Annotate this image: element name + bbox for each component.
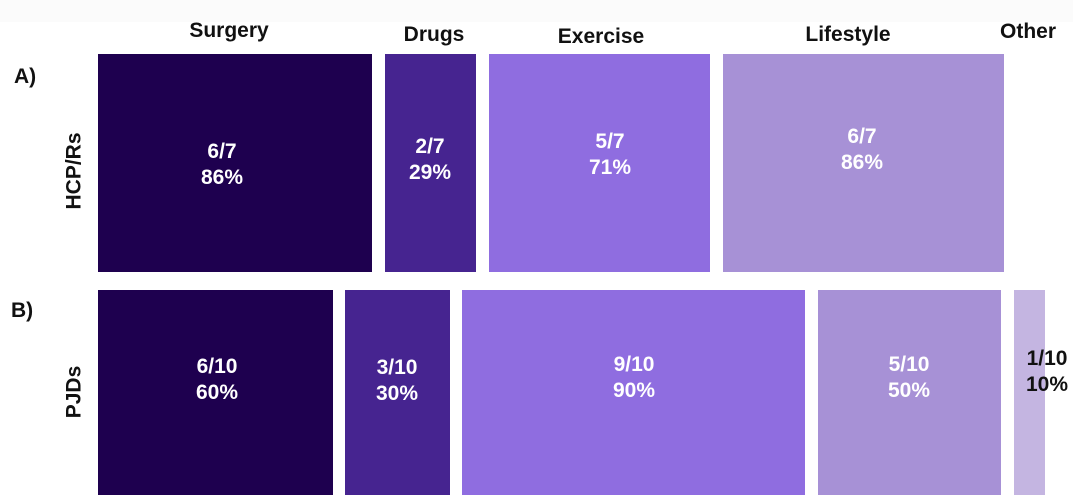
data-label-surgery: 6/10 60% <box>196 354 238 406</box>
panel-a-label: A) <box>14 65 37 88</box>
row-label-pjds: PJDs <box>62 365 86 419</box>
percent-label: 71% <box>588 156 632 179</box>
top-strip <box>0 0 1073 22</box>
percent-label: 90% <box>612 379 656 402</box>
fraction-label: 9/10 <box>613 353 655 376</box>
data-label-drugs: 3/10 30% <box>376 355 418 407</box>
percent-label: 86% <box>840 151 884 174</box>
fraction-label: 6/7 <box>207 140 237 163</box>
data-label-surgery: 6/7 86% <box>201 139 243 191</box>
block-hcprs-lifestyle <box>723 54 1004 272</box>
block-hcprs-exercise <box>489 54 710 272</box>
category-header-drugs: Drugs <box>403 23 465 46</box>
percent-label: 10% <box>1025 373 1069 396</box>
data-label-other: 1/10 10% <box>1026 346 1068 398</box>
panel-b-label: B) <box>11 299 34 322</box>
block-hcprs-drugs <box>385 54 476 272</box>
block-pjds-exercise <box>462 290 805 495</box>
block-pjds-surgery <box>98 290 333 495</box>
fraction-label: 6/7 <box>847 125 877 148</box>
percent-label: 50% <box>887 379 931 402</box>
data-label-drugs: 2/7 29% <box>409 134 451 186</box>
fraction-label: 2/7 <box>415 135 445 158</box>
category-header-lifestyle: Lifestyle <box>805 23 891 46</box>
percent-label: 29% <box>408 161 452 184</box>
percent-label: 60% <box>195 381 239 404</box>
block-pjds-other <box>1014 290 1045 495</box>
fraction-label: 5/7 <box>595 130 625 153</box>
block-hcprs-surgery <box>98 54 372 272</box>
category-header-exercise: Exercise <box>557 25 645 48</box>
percent-label: 86% <box>200 166 244 189</box>
fraction-label: 5/10 <box>888 353 930 376</box>
fraction-label: 3/10 <box>376 356 418 379</box>
fraction-label: 6/10 <box>196 355 238 378</box>
data-label-exercise: 9/10 90% <box>613 352 655 404</box>
block-pjds-lifestyle <box>818 290 1001 495</box>
data-label-exercise: 5/7 71% <box>589 129 631 181</box>
data-label-lifestyle: 5/10 50% <box>888 352 930 404</box>
percent-label: 30% <box>375 382 419 405</box>
category-header-other: Other <box>999 20 1057 43</box>
data-label-lifestyle: 6/7 86% <box>841 124 883 176</box>
category-header-surgery: Surgery <box>189 19 269 42</box>
fraction-label: 1/10 <box>1026 347 1068 370</box>
row-label-hcprs: HCP/Rs <box>62 132 86 210</box>
block-pjds-drugs <box>345 290 450 495</box>
